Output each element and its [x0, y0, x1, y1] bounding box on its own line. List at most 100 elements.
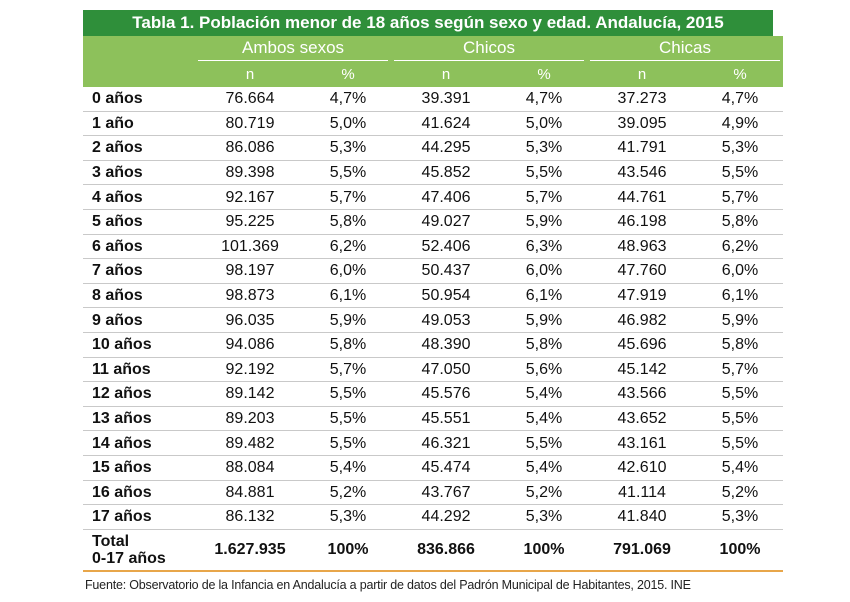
table-cell: 5,4%	[501, 406, 588, 432]
table-cell: 6,0%	[697, 258, 784, 284]
table-cell: 41.114	[587, 480, 698, 506]
table-cell: 44.761	[587, 184, 698, 210]
table-cell: 80.719	[195, 111, 305, 137]
table-cell: 5,2%	[697, 480, 784, 506]
table-cell: 84.881	[195, 480, 305, 506]
table-cell: 92.167	[195, 184, 305, 210]
table-cell: 6,0%	[501, 258, 588, 284]
total-label-line2: 0-17 años	[92, 549, 166, 567]
table-cell: 45.142	[587, 357, 698, 383]
table-row: 12 años 89.142 5,5% 45.576 5,4% 43.566 5,5%	[83, 381, 784, 407]
source-footnote: Fuente: Observatorio de la Infancia en A…	[85, 578, 691, 592]
subheader-percent: %	[501, 61, 588, 87]
table-row: 0 años 76.664 4,7% 39.391 4,7% 37.273 4,7%	[83, 87, 784, 112]
table-cell: 5,8%	[305, 332, 392, 358]
group-header-ambos: Ambos sexos	[195, 36, 392, 61]
table-cell: 5,5%	[305, 430, 392, 456]
table-cell: 43.566	[587, 381, 698, 407]
table-cell: 5,9%	[501, 307, 588, 333]
table-cell: 5,7%	[697, 357, 784, 383]
table-row: 4 años 92.167 5,7% 47.406 5,7% 44.761 5,7%	[83, 184, 784, 210]
table-cell: 39.391	[391, 87, 502, 112]
table-cell: 43.652	[587, 406, 698, 432]
table-cell: 49.053	[391, 307, 502, 333]
table-cell: 5,5%	[501, 160, 588, 186]
table-cell: 52.406	[391, 234, 502, 260]
group-header-chicas: Chicas	[587, 36, 784, 61]
table-cell: 5,5%	[697, 430, 784, 456]
table-cell: 4,7%	[697, 87, 784, 112]
subheader-n: n	[587, 61, 698, 87]
age-label: 6 años	[83, 234, 195, 260]
table-row: 8 años 98.873 6,1% 50.954 6,1% 47.919 6,1%	[83, 283, 784, 309]
corner-header	[83, 36, 195, 61]
table-cell: 41.624	[391, 111, 502, 137]
age-label: 3 años	[83, 160, 195, 186]
age-label: 10 años	[83, 332, 195, 358]
age-label: 17 años	[83, 504, 195, 530]
age-label: 11 años	[83, 357, 195, 383]
table-cell: 49.027	[391, 209, 502, 235]
population-table: Ambos sexos Chicos Chicas n % n % n % 0 …	[83, 36, 784, 572]
table-title: Tabla 1. Población menor de 18 años segú…	[83, 10, 773, 36]
table-cell: 50.954	[391, 283, 502, 309]
table-cell: 45.852	[391, 160, 502, 186]
table-cell: 89.142	[195, 381, 305, 407]
table-cell: 43.546	[587, 160, 698, 186]
table-cell: 48.390	[391, 332, 502, 358]
table-cell: 4,7%	[501, 87, 588, 112]
total-label-line1: Total	[92, 532, 130, 550]
table-cell: 94.086	[195, 332, 305, 358]
table-cell: 6,1%	[305, 283, 392, 309]
table-cell: 101.369	[195, 234, 305, 260]
table-cell: 100%	[501, 529, 588, 572]
table-cell: 5,9%	[501, 209, 588, 235]
table-cell: 45.551	[391, 406, 502, 432]
table-cell: 89.482	[195, 430, 305, 456]
table-row: 1 año 80.719 5,0% 41.624 5,0% 39.095 4,9%	[83, 111, 784, 137]
table-row: 11 años 92.192 5,7% 47.050 5,6% 45.142 5,7%	[83, 357, 784, 383]
age-label: 7 años	[83, 258, 195, 284]
table-cell: 5,5%	[697, 381, 784, 407]
table-body: 0 años 76.664 4,7% 39.391 4,7% 37.273 4,7% 1 añ…	[83, 87, 784, 572]
group-label: Ambos sexos	[198, 36, 389, 61]
age-label: 16 años	[83, 480, 195, 506]
table-cell: 42.610	[587, 455, 698, 481]
table-cell: 96.035	[195, 307, 305, 333]
corner-subheader	[83, 61, 195, 87]
table-cell: 4,9%	[697, 111, 784, 137]
group-header-row: Ambos sexos Chicos Chicas	[83, 36, 784, 61]
table-cell: 89.398	[195, 160, 305, 186]
table-cell: 6,1%	[501, 283, 588, 309]
table-cell: 86.132	[195, 504, 305, 530]
table-cell: 43.161	[587, 430, 698, 456]
age-label: 14 años	[83, 430, 195, 456]
table-cell: 5,7%	[305, 184, 392, 210]
table-cell: 46.198	[587, 209, 698, 235]
table-row: 2 años 86.086 5,3% 44.295 5,3% 41.791 5,3%	[83, 135, 784, 161]
age-label: 8 años	[83, 283, 195, 309]
table-cell: 5,3%	[697, 504, 784, 530]
table-cell: 4,7%	[305, 87, 392, 112]
group-label: Chicos	[394, 36, 585, 61]
group-label: Chicas	[590, 36, 781, 61]
table-cell: 5,7%	[305, 357, 392, 383]
table-cell: 100%	[305, 529, 392, 572]
table-cell: 44.292	[391, 504, 502, 530]
table-cell: 5,7%	[697, 184, 784, 210]
table-cell: 5,8%	[697, 209, 784, 235]
table-cell: 48.963	[587, 234, 698, 260]
table-row: 9 años 96.035 5,9% 49.053 5,9% 46.982 5,9%	[83, 307, 784, 333]
table-cell: 5,4%	[697, 455, 784, 481]
table-cell: 5,0%	[501, 111, 588, 137]
table-row: 17 años 86.132 5,3% 44.292 5,3% 41.840 5,3%	[83, 504, 784, 530]
table-cell: 46.321	[391, 430, 502, 456]
table-cell: 100%	[697, 529, 784, 572]
table-row: 16 años 84.881 5,2% 43.767 5,2% 41.114 5,2%	[83, 480, 784, 506]
table-cell: 5,5%	[697, 406, 784, 432]
table-cell: 50.437	[391, 258, 502, 284]
table-row: 15 años 88.084 5,4% 45.474 5,4% 42.610 5,4%	[83, 455, 784, 481]
subheader-percent: %	[305, 61, 392, 87]
subheader-percent: %	[697, 61, 784, 87]
table-cell: 5,9%	[305, 307, 392, 333]
